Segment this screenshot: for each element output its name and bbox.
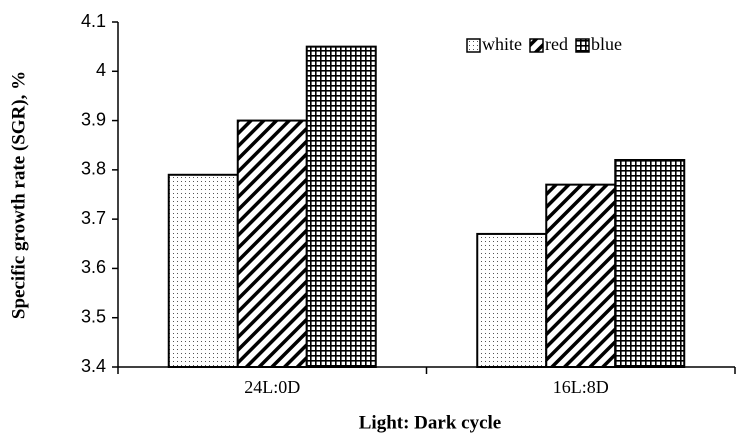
x-axis-label: Light: Dark cycle — [359, 412, 501, 433]
y-tick-label: 4 — [96, 60, 106, 80]
legend-label: white — [482, 34, 522, 54]
y-tick-label: 3.4 — [81, 356, 106, 376]
bar — [476, 232, 548, 368]
bar — [614, 159, 686, 368]
x-tick-label: 16L:8D — [553, 377, 609, 397]
legend-swatch — [466, 38, 481, 53]
y-tick-label: 4.1 — [81, 11, 106, 31]
y-tick-label: 3.6 — [81, 257, 106, 277]
bar — [167, 173, 239, 368]
y-axis-label: Specific growth rate (SGR), % — [8, 71, 29, 319]
bar — [305, 45, 377, 369]
y-tick-label: 3.5 — [81, 306, 106, 326]
legend-swatch — [575, 38, 590, 53]
legend-swatch — [529, 38, 544, 53]
y-tick-label: 3.7 — [81, 208, 106, 228]
legend-label: blue — [591, 34, 622, 54]
y-tick-label: 3.8 — [81, 159, 106, 179]
y-tick-label: 3.9 — [81, 109, 106, 129]
bar — [545, 183, 617, 368]
x-tick-label: 24L:0D — [244, 377, 300, 397]
legend-label: red — [545, 34, 568, 54]
bar — [236, 119, 308, 368]
